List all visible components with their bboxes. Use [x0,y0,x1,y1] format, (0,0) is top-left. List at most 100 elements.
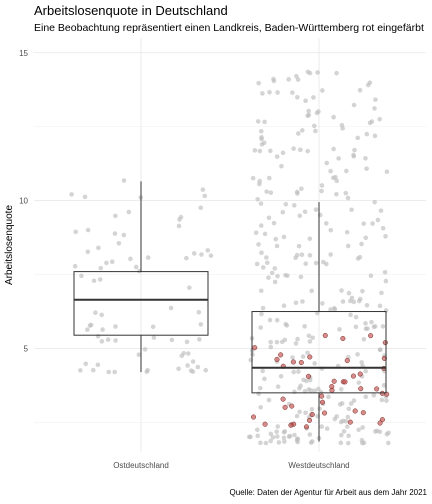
data-point-bw [377,420,383,426]
data-point-ost [113,324,118,329]
data-point-west [345,440,351,446]
data-point-ost [208,253,214,258]
data-point-west [250,352,255,357]
data-point-west [326,394,331,400]
data-point-west [264,255,269,260]
data-point-ost [203,367,209,373]
data-point-bw [344,358,350,364]
data-point-ost [121,232,127,238]
data-point-west [355,352,360,357]
data-point-west [274,339,280,345]
data-point-ost [196,309,202,315]
data-point-west [356,380,362,385]
data-point-ost [104,260,109,266]
data-point-west [270,435,276,440]
data-point-west [266,397,272,403]
data-point-west [290,355,295,360]
data-point-west [351,102,357,108]
data-point-west [307,70,313,76]
data-point-west [319,183,325,188]
data-point-ost [99,339,105,344]
data-point-west [319,188,324,194]
box-body [251,311,387,394]
data-point-ost [205,248,211,253]
data-point-bw [368,333,374,339]
data-point-west [296,243,302,249]
data-point-west [339,122,345,128]
data-point-ost [176,223,182,229]
data-point-west [371,392,377,398]
data-point-west [341,429,347,434]
data-point-ost [121,178,127,183]
data-point-bw [288,422,294,428]
data-point-bw [278,352,284,358]
data-point-ost [100,327,105,332]
y-tick-label: 10 [19,197,28,206]
data-point-west [268,438,273,444]
data-point-west [343,190,349,196]
data-point-ost [106,369,112,375]
data-point-west [372,106,377,111]
data-point-west [383,278,389,284]
data-point-ost [90,367,96,373]
data-point-west [363,235,369,241]
data-point-west [298,147,303,153]
data-point-ost [85,227,91,233]
data-point-ost [185,363,190,368]
data-point-ost [177,217,182,222]
data-point-west [258,405,263,410]
data-point-west [381,383,387,388]
data-point-ost [181,350,187,356]
data-point-west [284,323,290,328]
data-point-ost [73,229,78,235]
data-point-west [286,77,291,82]
data-point-west [262,231,268,237]
data-point-west [345,243,351,249]
data-point-ost [113,338,118,343]
data-point-west [312,361,317,366]
data-point-west [295,191,300,196]
data-point-west [303,410,308,416]
data-point-west [280,209,286,215]
data-point-ost [79,273,84,279]
data-point-west [363,368,368,374]
data-point-ost [126,209,132,215]
data-point-west [380,324,386,329]
data-point-west [334,191,339,197]
data-point-west [372,199,377,205]
data-point-west [369,319,374,325]
data-point-west [368,273,374,279]
data-point-west [338,440,344,446]
data-point-west [283,272,288,278]
data-point-west [303,98,308,104]
data-point-west [317,406,322,411]
data-point-west [306,108,311,114]
data-point-west [272,279,278,285]
data-point-west [331,114,336,120]
data-point-west [308,440,314,445]
data-point-ost [82,194,88,200]
data-point-ost [136,352,142,358]
data-point-bw [382,340,388,346]
data-point-west [324,160,330,166]
data-point-west [357,87,363,93]
data-point-bw [358,386,364,392]
data-point-west [299,186,304,192]
data-point-west [267,175,272,181]
data-point-west [365,82,371,88]
data-point-west [339,288,344,293]
data-point-west [271,220,277,226]
data-point-west [332,307,338,312]
data-point-bw [322,332,328,339]
data-point-west [282,439,287,444]
data-point-west [363,321,368,326]
data-point-bw [319,393,325,399]
data-point-west [372,324,378,329]
data-point-ost [95,333,101,339]
data-point-west [380,225,386,231]
data-point-west [384,398,389,403]
data-point-west [258,128,264,134]
data-point-west [275,273,280,279]
data-point-bw [306,417,313,423]
data-point-west [303,261,309,267]
